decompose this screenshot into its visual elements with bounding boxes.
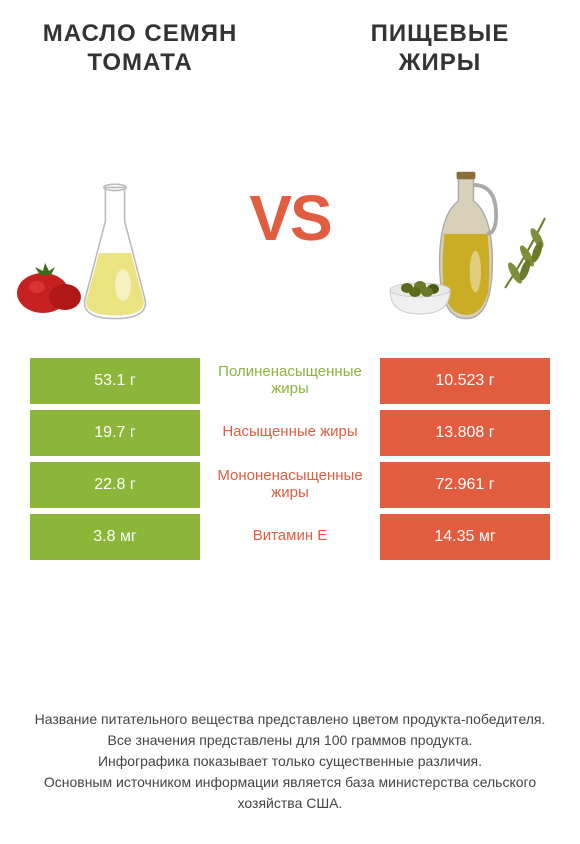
vs-label: VS [249,181,330,255]
product-images-row: VS [0,88,580,348]
footer-line: Основным источником информации является … [30,772,550,814]
flask-icon [75,178,155,328]
header: МАСЛО СЕМЯН ТОМАТА ПИЩЕВЫЕ ЖИРЫ [0,0,580,88]
nutrient-label: Насыщенные жиры [200,410,380,456]
olive-bowl-icon [385,278,455,318]
olive-branch-icon [495,208,555,298]
table-row: 19.7 г Насыщенные жиры 13.808 г [30,410,550,456]
nutrient-label: Витамин E [200,514,380,560]
table-row: 3.8 мг Витамин E 14.35 мг [30,514,550,560]
left-value: 19.7 г [30,410,200,456]
right-value: 13.808 г [380,410,550,456]
left-value: 3.8 мг [30,514,200,560]
right-product-image [380,108,550,328]
left-product-image [30,108,200,328]
title-right: ПИЩЕВЫЕ ЖИРЫ [340,20,540,78]
table-row: 53.1 г Полиненасыщенные жиры 10.523 г [30,358,550,404]
tomato-icon [15,253,85,313]
nutrient-label: Полиненасыщенные жиры [200,358,380,404]
footer-notes: Название питательного вещества представл… [0,709,580,814]
nutrient-label: Мононенасыщенные жиры [200,462,380,508]
footer-line: Инфографика показывает только существенн… [30,751,550,772]
left-value: 22.8 г [30,462,200,508]
right-value: 72.961 г [380,462,550,508]
footer-line: Все значения представлены для 100 граммо… [30,730,550,751]
left-value: 53.1 г [30,358,200,404]
comparison-table: 53.1 г Полиненасыщенные жиры 10.523 г 19… [0,358,580,560]
footer-line: Название питательного вещества представл… [30,709,550,730]
title-left: МАСЛО СЕМЯН ТОМАТА [40,20,240,78]
right-value: 14.35 мг [380,514,550,560]
right-value: 10.523 г [380,358,550,404]
table-row: 22.8 г Мононенасыщенные жиры 72.961 г [30,462,550,508]
